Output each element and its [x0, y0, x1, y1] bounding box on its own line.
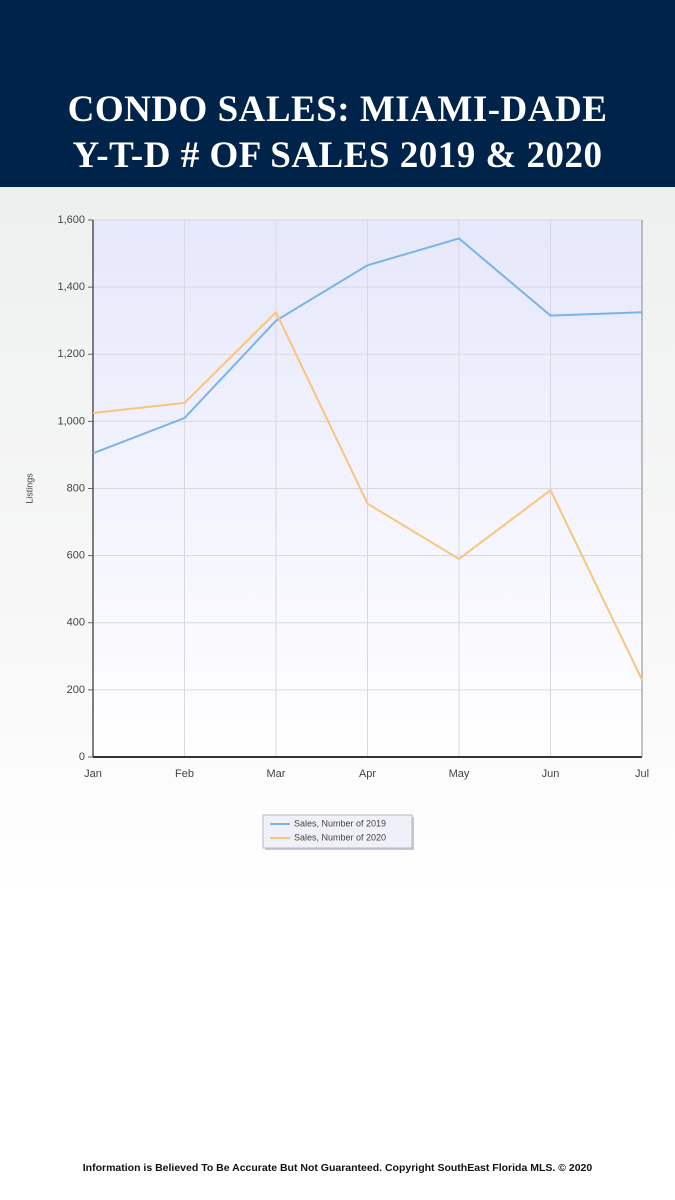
- header: CONDO SALES: MIAMI-DADE Y-T-D # OF SALES…: [0, 0, 675, 187]
- x-tick-label: Jul: [635, 768, 649, 780]
- y-tick-label: 1,600: [57, 214, 85, 226]
- series-line: [92, 310, 643, 681]
- y-tick-label: 600: [67, 550, 85, 562]
- legend-label: Sales, Number of 2019: [294, 818, 386, 828]
- y-tick-label: 200: [67, 684, 85, 696]
- y-tick-label: 1,200: [57, 348, 85, 360]
- y-tick-label: 0: [79, 751, 85, 763]
- y-axis-label: Listings: [24, 473, 34, 504]
- y-tick-label: 1,400: [57, 281, 85, 293]
- x-tick-label: Feb: [175, 768, 194, 780]
- footnote: Information is Believed To Be Accurate B…: [82, 1162, 593, 1174]
- x-tick-label: Mar: [267, 768, 286, 780]
- legend-label: Sales, Number of 2020: [294, 832, 386, 842]
- chart: 0 200 400 600 800 1,000 1,200 1,400 1,600 Jan Feb M…: [24, 214, 649, 850]
- x-tick-label: Jan: [84, 768, 102, 780]
- x-tick-label: May: [449, 768, 470, 780]
- chart-title: CONDO SALES: MIAMI-DADE: [67, 89, 608, 130]
- y-tick-label: 800: [67, 482, 85, 494]
- x-tick-label: Apr: [359, 768, 376, 780]
- y-tick-label: 1,000: [57, 415, 85, 427]
- series-line: [92, 237, 643, 455]
- chart-subtitle: Y-T-D # OF SALES 2019 & 2020: [72, 135, 603, 176]
- legend-box: [262, 814, 413, 849]
- x-tick-label: Jun: [542, 768, 560, 780]
- y-tick-label: 400: [67, 617, 85, 629]
